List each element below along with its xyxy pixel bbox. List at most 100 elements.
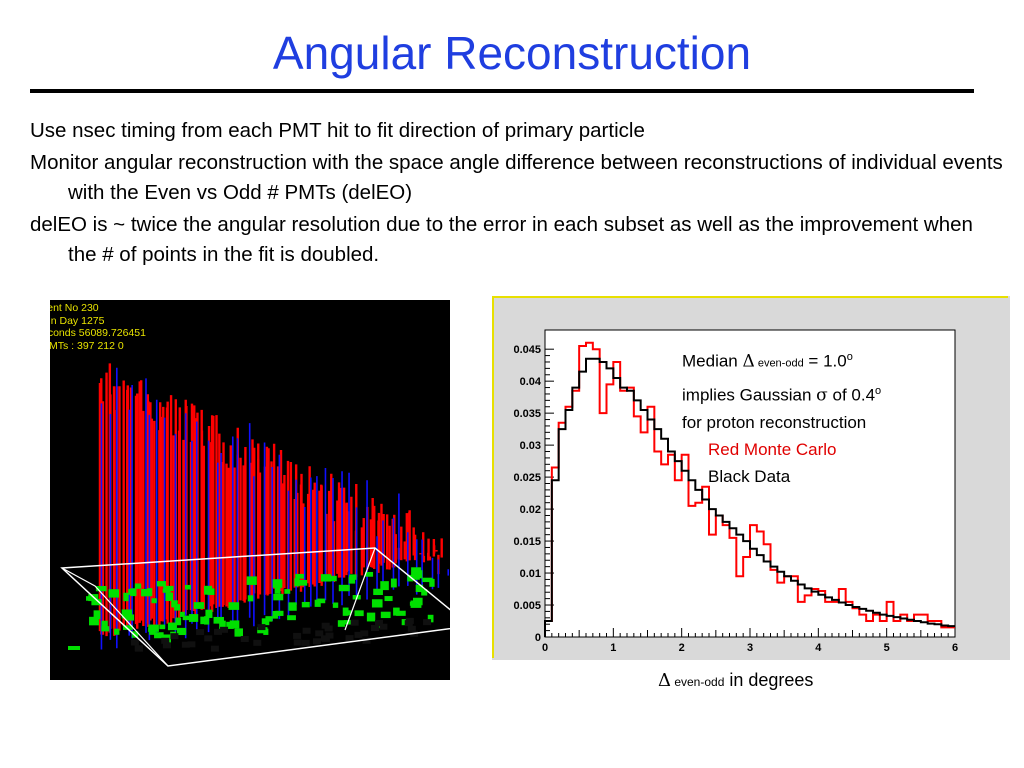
histogram-annotation: Median Δ even-odd = 1.0o implies Gaussia… [682,344,881,490]
ground-shadow [324,625,333,632]
ground-shadow [302,627,311,634]
ground-hit [284,589,291,594]
ground-hit [263,628,269,635]
ground-shadow [423,619,432,626]
ground-hit [294,578,300,587]
ground-hit [422,577,433,583]
ground-hit [421,589,428,596]
legend-red: Red Monte Carlo [708,440,837,460]
ground-shadow [257,624,266,631]
ground-hit [373,588,383,596]
ground-hit [320,574,332,582]
ground-hit [68,646,80,650]
ground-hit [396,610,406,616]
ground-shadow [362,637,371,644]
ground-hit [288,602,297,611]
bullet-item: delEO is ~ twice the angular resolution … [30,213,973,266]
ground-hit [108,589,120,598]
ground-hit [317,598,326,604]
ground-shadow [354,631,363,638]
ground-hit [205,609,213,618]
ground-shadow [320,635,329,642]
ground-hit [156,581,166,587]
ground-hit [314,599,321,607]
ground-hit [401,619,407,626]
ground-hit [147,588,153,597]
ground-shadow [350,619,359,626]
y-tick-label: 0.005 [513,600,541,612]
ground-hit [175,617,182,626]
ground-hit [122,625,133,630]
ground-shadow [293,639,302,646]
ground-shadow [204,635,213,642]
ground-shadow [379,623,388,630]
ground-shadow [374,619,383,626]
ground-shadow [301,639,310,646]
event-display: vent No 230 fun Day 1275 econds 56089.72… [50,300,450,680]
slide-title: Angular Reconstruction [272,27,752,79]
ground-shadow [134,645,143,652]
ground-shadow [360,630,369,637]
detector-frame-edge [61,567,169,667]
ground-hit [141,588,151,597]
y-tick-label: 0.04 [520,376,542,388]
y-tick-label: 0.03 [520,440,541,452]
ground-hit [380,611,391,619]
ground-shadow [162,642,171,649]
ground-hit [101,620,108,630]
ground-shadow [220,626,229,633]
ground-hit [261,618,270,626]
event-info-line: econds 56089.726451 [50,327,146,339]
ground-hit [159,624,166,630]
ground-hit [134,583,142,589]
x-tick-label: 6 [952,642,958,654]
ground-shadow [253,639,262,646]
x-tick-label: 1 [610,642,616,654]
ground-hit [89,616,99,626]
y-tick-label: 0 [535,632,541,644]
ground-shadow [210,645,219,652]
histogram-panel: 0 0.005 0.01 0.015 0.02 0.025 0.03 0.035 0.04 0.0… [492,296,1010,660]
ground-hit [213,616,224,624]
ground-hit [184,584,191,590]
x-axis-caption: Δ even-odd in degrees [658,670,814,691]
ground-hit [327,575,337,582]
ground-shadow [325,632,334,639]
x-tick-label: 2 [679,642,685,654]
ground-hit [165,592,174,602]
ground-hit [287,615,296,621]
proton-line: for proton reconstruction [682,413,867,433]
y-tick-label: 0.02 [520,504,541,516]
ground-hit [193,602,205,609]
ground-hit [380,581,389,591]
event-info: vent No 230 fun Day 1275 econds 56089.72… [50,302,146,352]
ground-hit [162,588,171,593]
ground-hit [415,584,424,593]
histogram-chart: 0 0.005 0.01 0.015 0.02 0.025 0.03 0.035 0.04 0.0… [513,329,958,654]
ground-hit [272,579,283,588]
ground-hit [344,610,352,615]
ground-hit [163,585,174,591]
bullet-list: Use nsec timing from each PMT hit to fit… [30,116,1005,272]
ground-hit [93,610,101,620]
ground-hit [337,620,345,627]
ground-hit [148,624,159,632]
monte-carlo-series-line [544,341,955,637]
ground-hit [365,571,374,577]
y-tick-label: 0.025 [513,472,541,484]
data-series-line [544,357,955,637]
ground-shadow [407,625,416,632]
y-tick-label: 0.035 [513,408,541,420]
ground-hit [91,598,102,606]
ground-shadow [196,629,205,636]
ground-hit [123,592,129,602]
ground-hit [171,600,178,608]
ground-hit [247,595,254,602]
x-tick-label: 4 [815,642,822,654]
histogram-border [492,296,1008,658]
y-tick-label: 0.045 [513,344,541,356]
x-tick-label: 0 [542,642,548,654]
ground-hit [219,620,226,630]
ground-shadow [170,633,179,640]
event-info-line: PMTs : 397 212 0 [50,339,124,352]
